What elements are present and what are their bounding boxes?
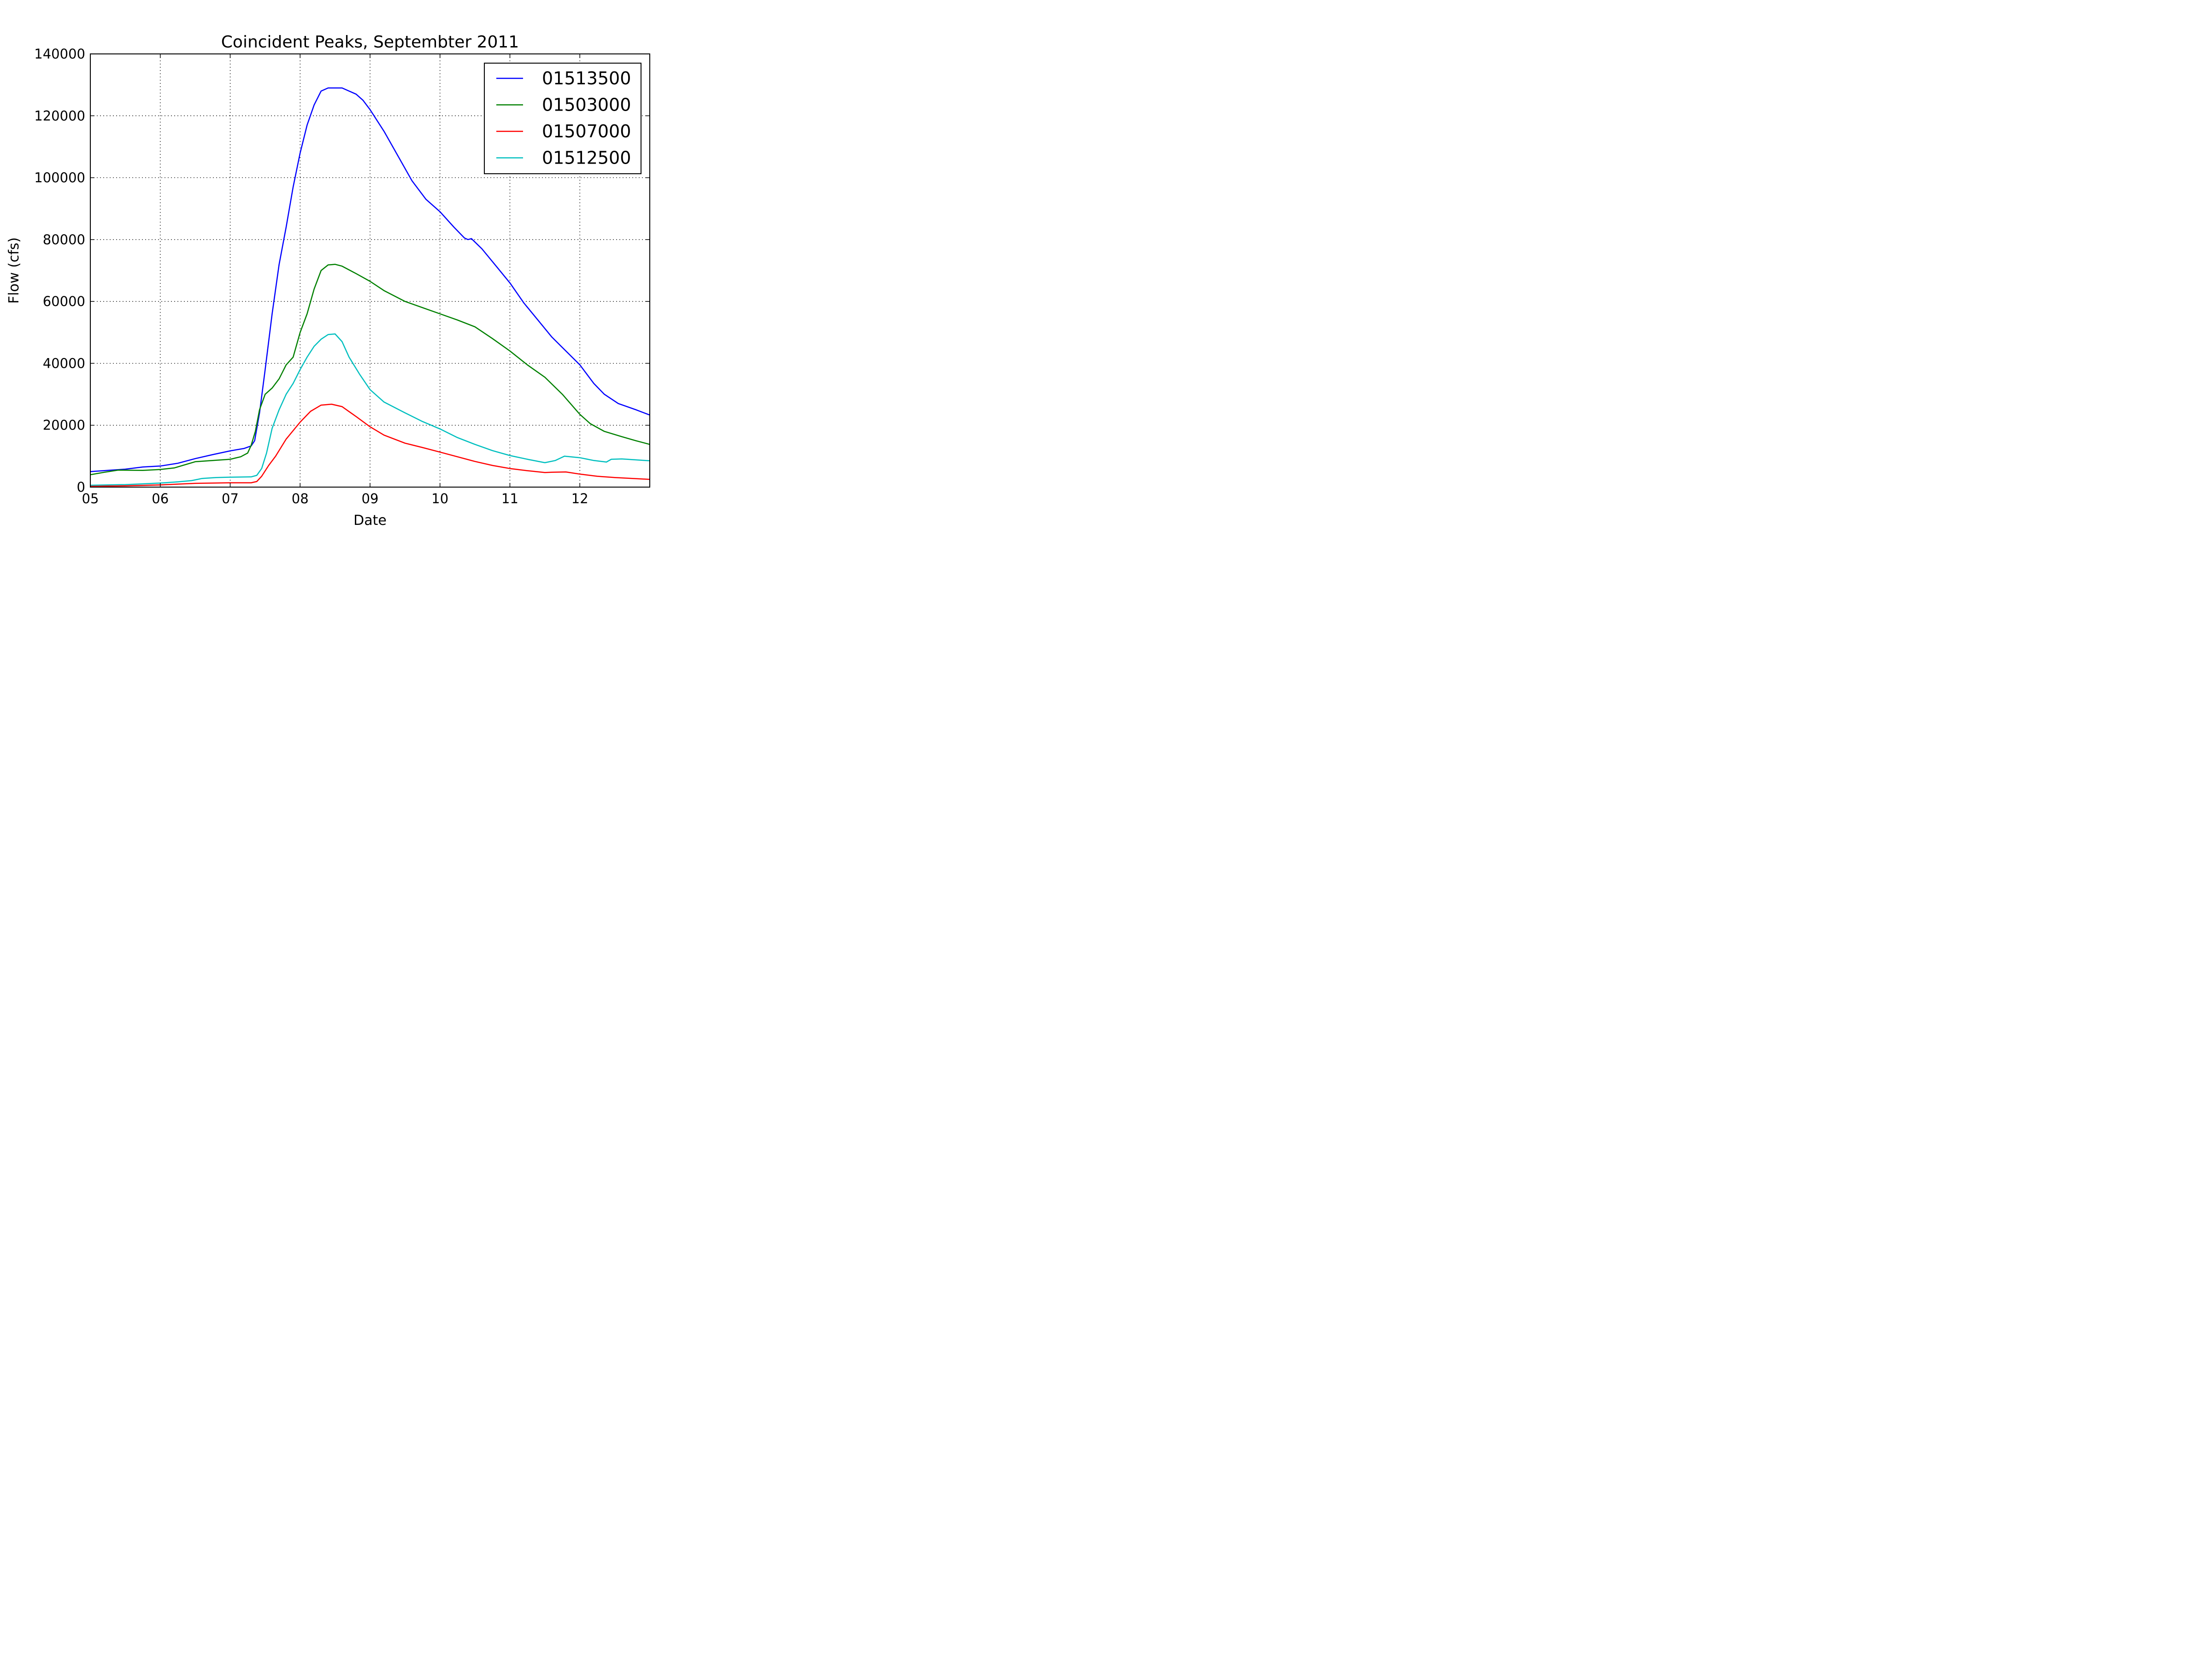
legend-label-01507000: 01507000 <box>542 121 631 141</box>
legend-box <box>484 63 641 174</box>
grid-lines <box>90 54 650 487</box>
y-axis-label: Flow (cfs) <box>6 237 22 304</box>
x-tick-label: 05 <box>82 491 99 506</box>
series-line-01512500 <box>90 333 650 486</box>
y-tick-label: 40000 <box>43 355 85 371</box>
x-tick-label: 08 <box>292 491 309 506</box>
legend-label-01503000: 01503000 <box>542 95 631 115</box>
x-tick-label: 12 <box>571 491 588 506</box>
legend-label-01512500: 01512500 <box>542 148 631 168</box>
y-tick-label: 20000 <box>43 418 85 433</box>
x-tick-label: 10 <box>431 491 448 506</box>
series-line-01513500 <box>90 87 650 472</box>
series-lines <box>90 87 650 487</box>
legend-label-01513500: 01513500 <box>542 68 631 88</box>
y-tick-label: 60000 <box>43 294 85 309</box>
x-tick-label: 11 <box>501 491 518 506</box>
x-axis-label: Date <box>353 512 387 529</box>
y-tick-label: 120000 <box>34 108 85 124</box>
chart-title: Coincident Peaks, Septembter 2011 <box>221 33 519 52</box>
legend: 01513500 01503000 01507000 01512500 <box>484 63 641 174</box>
x-axis: 05 06 07 08 09 10 11 12 <box>82 54 588 506</box>
y-tick-label: 140000 <box>34 46 85 62</box>
x-tick-label: 06 <box>152 491 169 506</box>
series-line-01507000 <box>90 403 650 487</box>
series-line-01503000 <box>90 264 650 476</box>
x-tick-label: 09 <box>362 491 379 506</box>
y-tick-label: 100000 <box>34 170 85 186</box>
y-tick-label: 80000 <box>43 232 85 247</box>
y-tick-label: 0 <box>77 479 85 495</box>
x-tick-label: 07 <box>222 491 239 506</box>
y-axis: 0 20000 40000 60000 80000 100000 120000 140000 <box>34 46 650 495</box>
flow-chart: Coincident Peaks, Septembter 2011 05 06 07… <box>6 33 650 529</box>
